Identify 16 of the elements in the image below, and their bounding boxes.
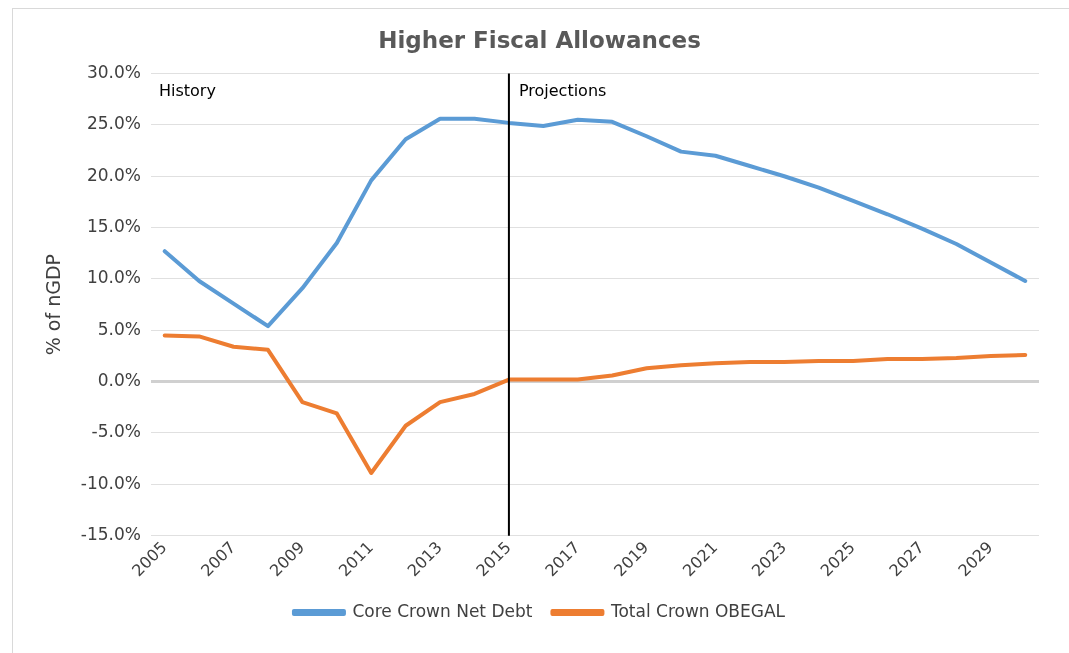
y-tick-label: 5.0% bbox=[97, 318, 141, 339]
y-axis-title: % of nGDP bbox=[42, 253, 65, 356]
annotation: History bbox=[158, 80, 216, 100]
y-tick-label: 10.0% bbox=[86, 267, 141, 288]
y-tick-label: 30.0% bbox=[86, 62, 141, 83]
annotation: Projections bbox=[518, 80, 607, 100]
legend-label: Core Crown Net Debt bbox=[352, 600, 533, 621]
chart-title: Higher Fiscal Allowances bbox=[378, 26, 701, 53]
y-tick-label: 0.0% bbox=[97, 370, 141, 391]
y-tick-label: -5.0% bbox=[91, 421, 141, 442]
y-tick-label: 25.0% bbox=[86, 113, 141, 134]
y-tick-label: -10.0% bbox=[80, 472, 141, 493]
y-tick-label: 15.0% bbox=[86, 216, 141, 237]
y-tick-label: 20.0% bbox=[86, 164, 141, 185]
y-tick-label: -15.0% bbox=[80, 524, 141, 545]
legend-label: Total Crown OBEGAL bbox=[609, 600, 786, 621]
